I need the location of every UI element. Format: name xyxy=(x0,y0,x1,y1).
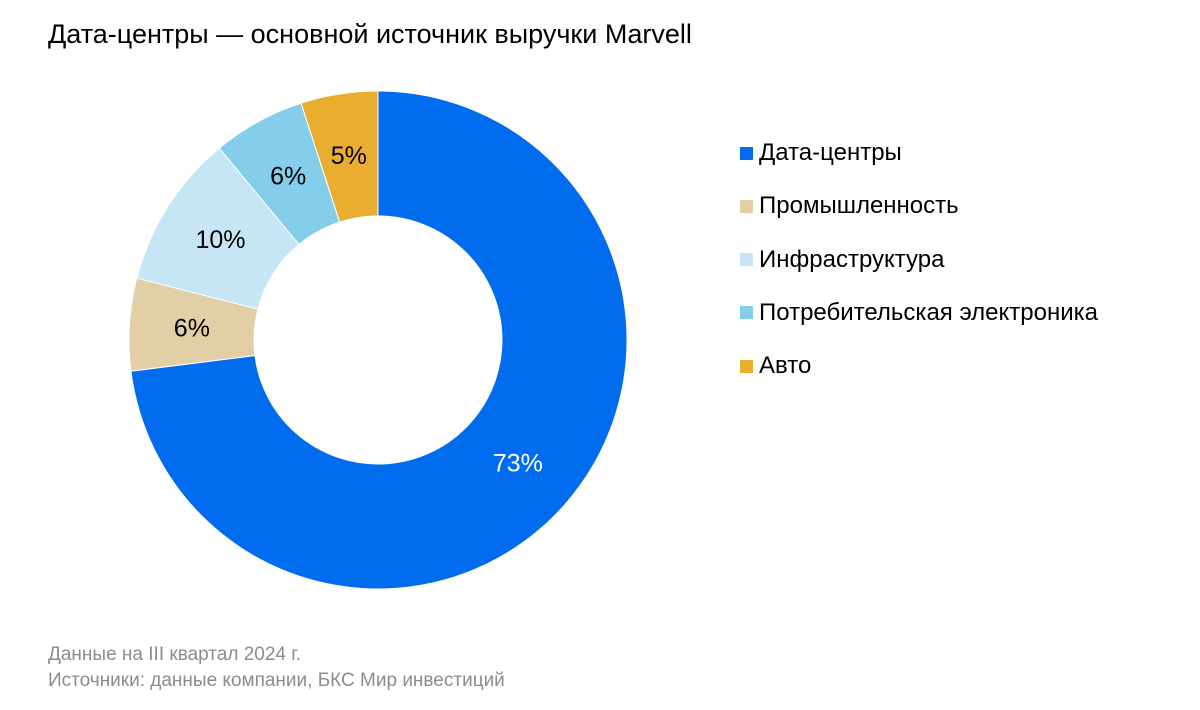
legend-label: Потребительская электроника xyxy=(759,298,1099,326)
legend-item-infrastructure: Инфраструктура xyxy=(740,241,1098,279)
slice-label-consumer: 6% xyxy=(270,163,306,191)
legend-label: Промышленность xyxy=(759,192,959,220)
donut-slice-auto xyxy=(300,90,379,223)
legend-label: Инфраструктура xyxy=(759,245,945,273)
footer-date: Данные на III квартал 2024 г. xyxy=(48,644,302,665)
legend-item-consumer: Потребительская электроника xyxy=(740,294,1098,332)
footer-note: Данные на III квартал 2024 г. Источники:… xyxy=(48,642,505,694)
legend-swatch xyxy=(740,359,753,373)
donut-slice-data-centers xyxy=(130,90,628,590)
legend-item-auto: Авто xyxy=(740,347,1098,385)
legend-swatch xyxy=(740,146,753,160)
legend-swatch xyxy=(740,306,753,320)
legend-swatch xyxy=(740,199,753,213)
legend-item-industrial: Промышленность xyxy=(740,187,1098,225)
slice-label-infrastructure: 10% xyxy=(196,226,246,254)
legend: Дата-центры Промышленность Инфраструктур… xyxy=(740,134,1098,400)
slice-label-industrial: 6% xyxy=(174,314,210,342)
footer-source: Источники: данные компании, БКС Мир инве… xyxy=(48,670,505,691)
legend-label: Дата-центры xyxy=(759,139,902,166)
legend-label: Авто xyxy=(759,352,812,379)
chart-title: Дата-центры — основной источник выручки … xyxy=(48,19,692,49)
donut-chart: 73% 6% 10% 6% 5% xyxy=(128,90,628,590)
legend-item-data-centers: Дата-центры xyxy=(740,134,1098,172)
slice-label-auto: 5% xyxy=(331,142,367,170)
slice-label-data-centers: 73% xyxy=(493,449,543,477)
legend-swatch xyxy=(740,253,753,266)
